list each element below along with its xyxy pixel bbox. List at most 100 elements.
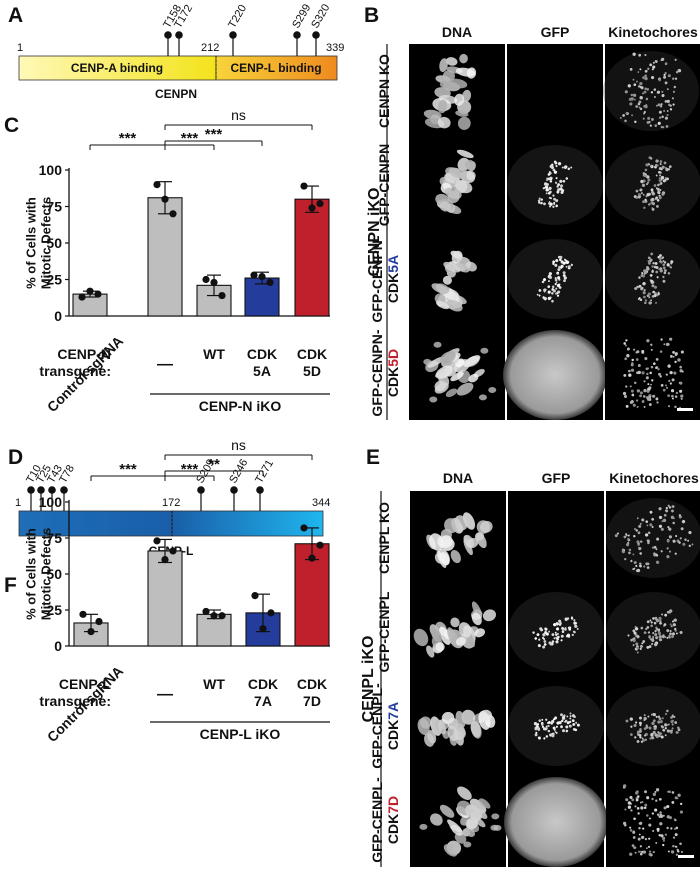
kinetochore-dot: [659, 822, 663, 826]
row-label-part: 7D: [385, 796, 401, 814]
kinetochore-dot: [542, 187, 545, 190]
image-tile: [606, 491, 700, 585]
chromosome: [435, 365, 453, 379]
kinetochore-signal: [634, 252, 674, 305]
kinetochore-dot: [657, 628, 660, 631]
y-axis-label: % of Cells withMitotic Defects: [23, 197, 53, 289]
kinetochore-dot: [639, 85, 643, 89]
data-point: [169, 210, 177, 218]
kinetochore-dot: [666, 629, 670, 633]
kinetochore-dot: [652, 730, 656, 734]
kinetochore-dot: [563, 279, 566, 283]
kinetochore-dot: [654, 790, 657, 794]
kinetochore-dot: [616, 532, 620, 535]
kinetochore-dot: [564, 259, 567, 262]
kinetochore-dot: [652, 829, 655, 832]
kinetochore-dot: [635, 529, 638, 532]
kinetochore-dot: [627, 84, 631, 88]
kinetochore-dot: [646, 294, 649, 297]
kinetochore-dot: [664, 723, 668, 727]
chromosome: [450, 371, 464, 382]
kinetochore-dot: [567, 626, 571, 630]
kinetochore-dot: [547, 729, 551, 733]
kinetochore-dot: [643, 295, 646, 299]
kinetochore-dot: [555, 725, 558, 728]
kinetochore-dot: [633, 534, 636, 538]
kinetochore-dot: [647, 116, 651, 120]
chromosome: [474, 628, 486, 638]
chromosome: [448, 78, 468, 89]
kinetochore-dot: [667, 504, 670, 507]
kinetochore-dot: [663, 269, 667, 273]
kinetochore-dot: [561, 729, 566, 733]
row-label-part: GFP-CENPN-: [369, 329, 385, 416]
kinetochore-dot: [626, 354, 630, 358]
kinetochore-dot: [654, 96, 656, 98]
significance-label: ns: [231, 107, 246, 123]
kinetochore-dot: [639, 716, 642, 720]
kinetochore-dot: [650, 383, 653, 386]
kinetochore-dot: [655, 841, 658, 844]
kinetochore-dot: [639, 852, 643, 856]
significance-label: ***: [119, 130, 137, 147]
kinetochore-dot: [680, 850, 684, 853]
residue-boundary: 212: [201, 42, 219, 54]
kinetochore-dot: [669, 371, 673, 375]
y-tick-label: 0: [54, 638, 62, 654]
kinetochore-dot: [674, 77, 678, 80]
kinetochore-dot: [660, 57, 665, 62]
kinetochore-dot: [665, 125, 669, 128]
kinetochore-dot: [541, 725, 544, 728]
kinetochore-dot: [668, 535, 672, 539]
kinetochore-dot: [640, 192, 643, 195]
image-tile: [606, 585, 700, 679]
kinetochore-dot: [552, 718, 556, 721]
kinetochore-dot: [673, 715, 676, 718]
kinetochore-dot: [564, 165, 568, 169]
misaligned-chromosome: [488, 387, 497, 394]
kinetochore-dot: [668, 790, 671, 794]
kinetochore-dot: [567, 633, 570, 636]
kinetochore-dot: [665, 509, 669, 513]
kinetochore-dot: [661, 115, 664, 119]
kinetochore-dot: [629, 717, 633, 721]
kinetochore-dot: [635, 105, 638, 108]
kinetochore-dot: [668, 550, 672, 553]
chromosome: [450, 824, 463, 836]
kinetochore-dot: [629, 385, 632, 388]
kinetochore-dot: [659, 375, 662, 378]
kinetochore-dot: [642, 850, 647, 854]
y-tick-label: 75: [46, 530, 62, 546]
kinetochore-dot: [661, 520, 664, 523]
row-label-line2: CDK7D: [385, 796, 401, 844]
kinetochore-dot: [555, 640, 559, 644]
kinetochore-dot: [552, 168, 556, 172]
kinetochore-dot: [640, 806, 644, 810]
kinetochore-dot: [538, 197, 541, 200]
kinetochore-dot: [556, 632, 559, 635]
kinetochore-dot: [624, 344, 627, 347]
kinetochore-dot: [659, 189, 662, 191]
kinetochore-dot: [546, 179, 548, 181]
data-point: [169, 547, 177, 555]
kinetochore-dot: [653, 362, 656, 365]
kinetochore-dot: [537, 199, 541, 203]
cell-halo: [507, 145, 603, 225]
kinetochore-dot: [669, 623, 672, 626]
y-axis-label-line: % of Cells with: [23, 197, 38, 289]
kinetochore-dot: [674, 405, 677, 409]
kinetochore-dot: [651, 721, 655, 726]
kinetochore-dot: [543, 737, 546, 740]
kinetochore-dot: [569, 712, 572, 715]
chromosome: [463, 538, 473, 556]
kinetochore-dot: [666, 547, 669, 550]
chromosome-mass: [423, 53, 477, 130]
kinetochore-dot: [554, 631, 557, 634]
kinetochore-dot: [630, 809, 633, 812]
kinetochore-dot: [655, 560, 660, 564]
kinetochore-dot: [646, 796, 650, 800]
kinetochore-dot: [538, 289, 542, 292]
kinetochore-dot: [571, 719, 575, 723]
kinetochore-dot: [657, 715, 661, 718]
kinetochore-dot: [656, 199, 660, 202]
